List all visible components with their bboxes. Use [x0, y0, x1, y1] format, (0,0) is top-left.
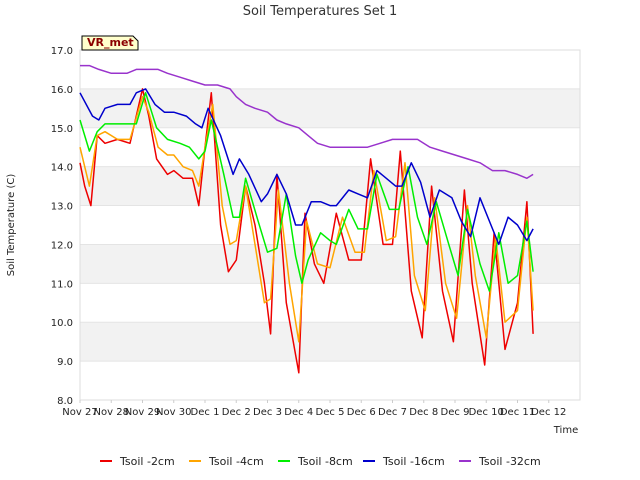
x-tick-label: Dec 3 [253, 407, 282, 418]
x-tick-label: Dec 7 [378, 407, 407, 418]
legend-label: Tsoil -8cm [297, 455, 353, 468]
series-line-tsoil4cm [79, 95, 534, 343]
legend: Tsoil -2cm Tsoil -4cm Tsoil -8cm Tsoil -16c… [100, 455, 541, 468]
y-tick-label: 9.0 [57, 357, 73, 368]
grid-band [80, 88, 580, 128]
y-tick-label: 15.0 [51, 124, 73, 135]
x-axis-label: Time [553, 425, 578, 436]
series-line-tsoil8cm [79, 92, 534, 292]
y-tick-label: 16.0 [51, 85, 73, 96]
x-tick-label: Dec 5 [316, 407, 345, 418]
series-line-tsoil32cm [80, 64, 534, 180]
grid-bands [80, 88, 580, 401]
badge-label: VR_met [87, 36, 134, 49]
x-tick-label: Dec 12 [531, 407, 566, 418]
x-tick-label: Nov 28 [94, 407, 129, 418]
series-lines [79, 64, 534, 374]
grid-band [80, 322, 580, 362]
legend-label: Tsoil -16cm [382, 455, 445, 468]
x-tick-label: Dec 1 [191, 407, 220, 418]
series-line-tsoil2cm [79, 88, 534, 374]
y-axis-label: Soil Temperature (C) [6, 174, 17, 277]
x-tick-label: Nov 29 [125, 407, 160, 418]
x-tick-label: Nov 30 [156, 407, 191, 418]
legend-label: Tsoil -32cm [478, 455, 541, 468]
x-tick-label: Dec 10 [469, 407, 504, 418]
y-tick-label: 8.0 [57, 396, 73, 407]
y-tick-label: 14.0 [51, 163, 73, 174]
vr-met-badge: VR_met [81, 35, 139, 51]
x-tick-label: Nov 27 [62, 407, 97, 418]
grid-band [80, 166, 580, 206]
y-tick-label: 12.0 [51, 240, 73, 251]
series-line-tsoil16cm [79, 88, 534, 246]
x-tick-label: Dec 11 [500, 407, 535, 418]
legend-label: Tsoil -4cm [208, 455, 264, 468]
x-tick-label: Dec 9 [441, 407, 470, 418]
x-tick-label: Dec 6 [347, 407, 376, 418]
y-tick-label: 11.0 [51, 279, 73, 290]
legend-label: Tsoil -2cm [119, 455, 175, 468]
x-tick-label: Dec 8 [409, 407, 438, 418]
chart-title: Soil Temperatures Set 1 [243, 4, 398, 19]
x-tick-label: Dec 2 [222, 407, 251, 418]
y-tick-label: 13.0 [51, 202, 73, 213]
y-tick-label: 17.0 [51, 46, 73, 57]
badge-box [81, 35, 139, 51]
y-tick-label: 10.0 [51, 318, 73, 329]
x-tick-label: Dec 4 [284, 407, 313, 418]
y-tick-labels: 8.0 9.0 10.0 11.0 12.0 13.0 14.0 15.0 16.0 17.0 [51, 46, 73, 407]
